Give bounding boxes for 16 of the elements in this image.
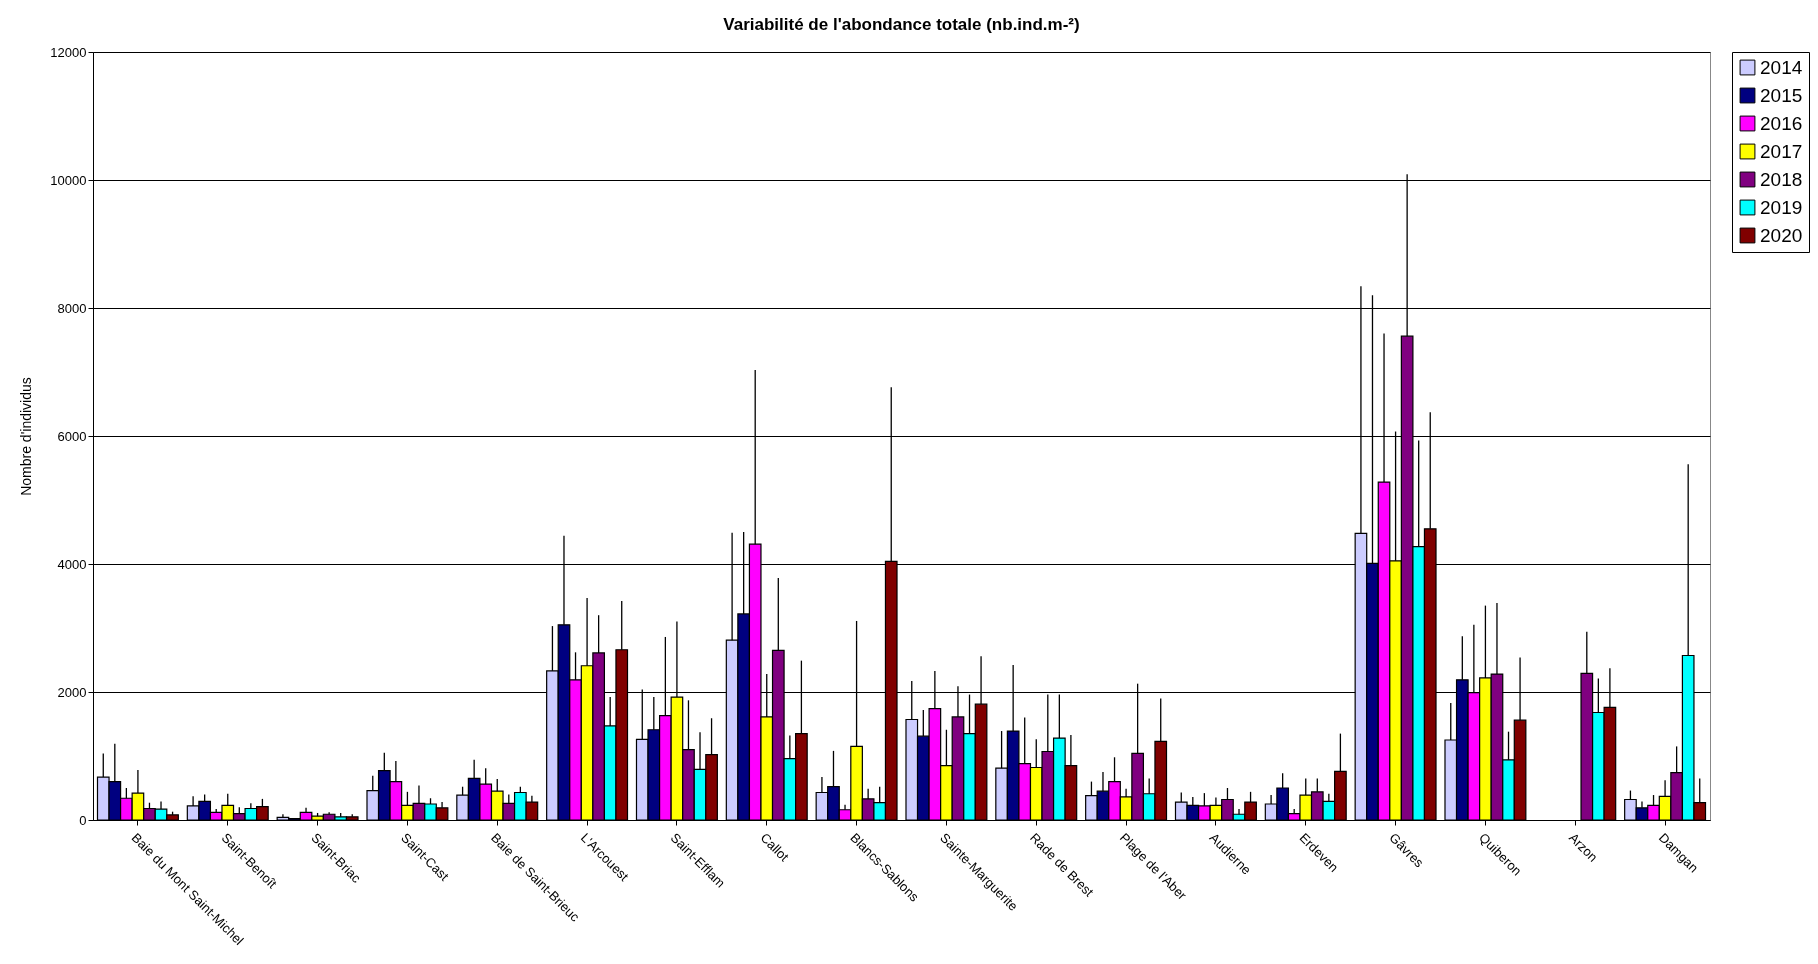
y-tick-label: 8000 [57,300,87,316]
y-tick-label: 6000 [57,428,87,444]
y-tick-label: 4000 [57,556,87,572]
legend-label: 2019 [1760,196,1803,218]
y-tick-label: 12000 [50,44,87,60]
y-tick-label: 2000 [57,684,87,700]
y-tick-label: 0 [79,812,87,828]
legend-label: 2015 [1760,84,1803,106]
legend-label: 2017 [1760,140,1803,162]
y-axis-title: Nombre d'individus [18,377,35,496]
legend-label: 2016 [1760,112,1803,134]
y-tick-label: 10000 [50,172,87,188]
chart-title: Variabilité de l'abondance totale (nb.ind.m-²) [723,15,1080,34]
legend-label: 2020 [1760,224,1803,246]
legend-label: 2014 [1760,56,1803,78]
legend-label: 2018 [1760,168,1803,190]
